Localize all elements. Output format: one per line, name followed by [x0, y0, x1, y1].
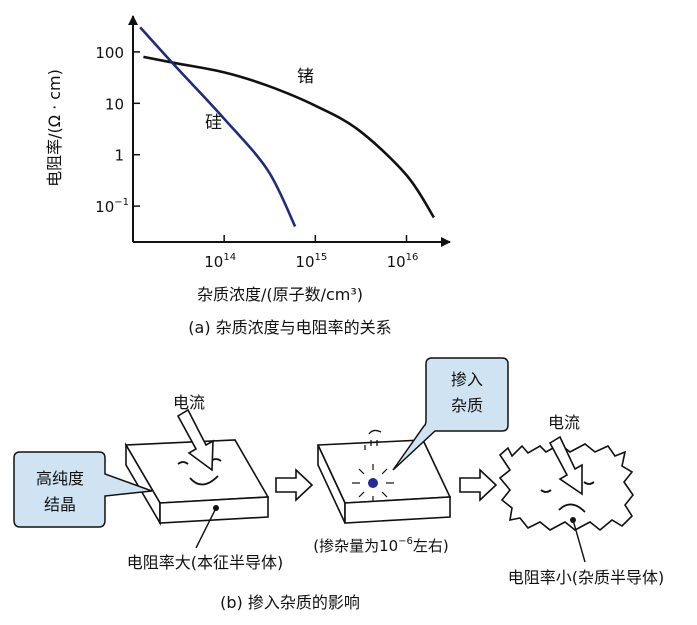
- series-label-ge: 锗: [297, 67, 314, 87]
- caption-impurity: 电阻率小(杂质半导体): [508, 568, 665, 587]
- bubble-doping-line2: 杂质: [451, 396, 483, 415]
- doped-slab: [316, 429, 452, 524]
- y-tick-label-0: 100: [95, 44, 124, 62]
- current-arrow-right: [548, 435, 583, 496]
- impurity-atom: [352, 464, 394, 502]
- bubble-doping: 掺入 杂质: [392, 357, 509, 471]
- bubble-pure-line2: 结晶: [44, 495, 76, 514]
- x-ticks: 1014 1015 1016: [204, 235, 418, 271]
- series-lines: [139, 26, 436, 228]
- x-tick-label-1: 1015: [295, 252, 327, 271]
- caption-doping: (掺杂量为10−6左右): [313, 536, 449, 555]
- x-tick-label-0: 1014: [204, 252, 236, 271]
- hollow-arrow-2: [459, 468, 498, 502]
- caption-b: (b) 掺入杂质的影响: [220, 593, 360, 612]
- y-tick-label-3: 10−1: [95, 197, 129, 216]
- hollow-arrow-1: [275, 468, 314, 502]
- series-line-1: [139, 26, 297, 228]
- y-tick-label-1: 10: [105, 95, 124, 113]
- label-current-right: 电流: [548, 413, 580, 432]
- chart: 100 10 1 10−1 1014 1015 1016 锗 硅 电阻率/(Ω · cm)…: [45, 15, 451, 337]
- x-tick-label-2: 1016: [387, 252, 419, 271]
- bubble-doping-line1: 掺入: [451, 370, 483, 389]
- dropper-icon: [364, 429, 382, 450]
- illustration: 电流 高纯度 结晶 电阻率大(本征半导体): [13, 357, 665, 612]
- y-tick-label-2: 1: [114, 147, 124, 165]
- series-label-si: 硅: [205, 113, 222, 133]
- caption-intrinsic: 电阻率大(本征半导体): [127, 553, 284, 572]
- y-ticks: 100 10 1 10−1: [95, 44, 140, 216]
- sad-face: [540, 481, 595, 513]
- bubble-pure-crystal: 高纯度 结晶: [13, 451, 153, 528]
- series-line-0: [143, 55, 436, 219]
- current-arrow-left: [176, 408, 214, 472]
- label-current-left: 电流: [173, 393, 205, 412]
- bubble-pure-line1: 高纯度: [36, 469, 84, 488]
- caption-a: (a) 杂质浓度与电阻率的关系: [188, 318, 391, 337]
- y-axis-label: 电阻率/(Ω · cm): [45, 69, 64, 187]
- x-axis-label: 杂质浓度/(原子数/cm³): [197, 285, 363, 304]
